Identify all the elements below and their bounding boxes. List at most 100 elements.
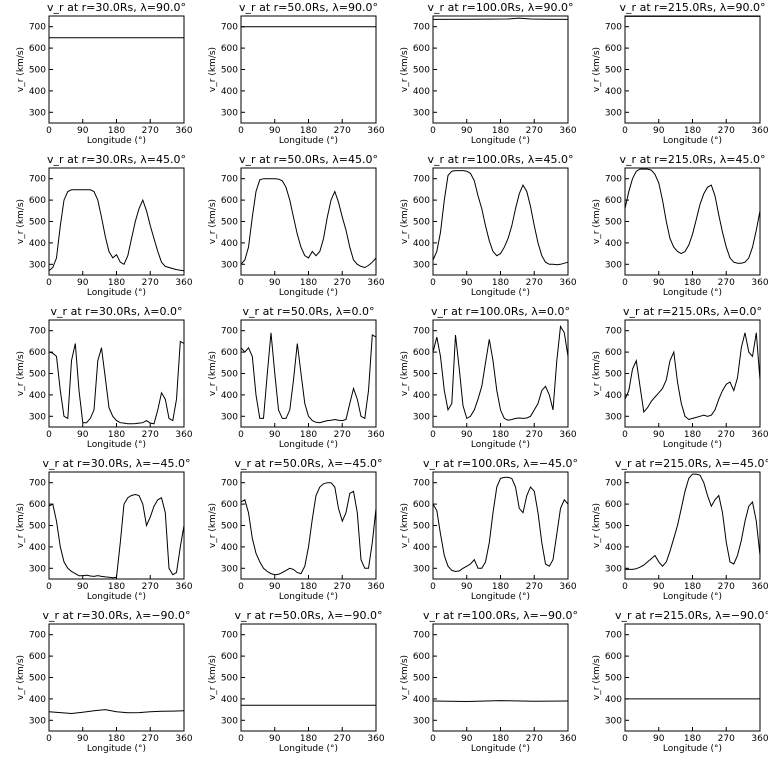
y-tick-label: 400 — [605, 543, 622, 553]
x-tick-label: 180 — [684, 278, 701, 288]
plot-frame — [624, 167, 761, 276]
x-tick-label: 360 — [175, 734, 192, 744]
x-tick-label: 90 — [653, 430, 665, 440]
x-tick-label: 360 — [559, 126, 576, 136]
x-tick-label: 90 — [461, 734, 473, 744]
y-tick-label: 500 — [413, 218, 430, 228]
y-tick-label: 700 — [221, 479, 238, 489]
y-tick-label: 500 — [605, 218, 622, 228]
y-tick-label: 300 — [413, 564, 430, 574]
y-tick-label: 400 — [413, 391, 430, 401]
velocity-curve — [48, 189, 185, 272]
y-tick-label: 700 — [29, 23, 46, 33]
y-tick-label: 500 — [221, 674, 238, 684]
x-axis-label: Longitude (°) — [471, 136, 530, 146]
plot-frame — [48, 471, 185, 580]
x-tick-label: 180 — [300, 582, 317, 592]
plot-frame — [48, 15, 185, 124]
y-tick-label: 500 — [29, 66, 46, 76]
x-axis-label: Longitude (°) — [279, 440, 338, 450]
panel-1: v_r at r=50.0Rs, λ=90.0° 0 90 180 270 360 300 4… — [208, 1, 385, 146]
x-tick-label: 270 — [526, 126, 543, 136]
y-axis-label: v_r (km/s) — [592, 503, 602, 548]
panel-6: v_r at r=100.0Rs, λ=45.0° 0 90 180 270 360 300… — [400, 153, 577, 298]
y-tick-label: 300 — [29, 716, 46, 726]
x-tick-label: 0 — [622, 430, 628, 440]
x-axis-label: Longitude (°) — [471, 288, 530, 298]
x-tick-label: 270 — [142, 582, 159, 592]
x-tick-label: 0 — [238, 430, 244, 440]
y-tick-label: 600 — [29, 652, 46, 662]
x-tick-label: 180 — [108, 126, 125, 136]
x-axis-label: Longitude (°) — [87, 744, 146, 754]
y-tick-label: 400 — [413, 87, 430, 97]
x-tick-label: 0 — [622, 278, 628, 288]
y-tick-label: 400 — [413, 543, 430, 553]
y-tick-label: 500 — [413, 674, 430, 684]
panel-title: v_r at r=100.0Rs, λ=−45.0° — [423, 457, 578, 470]
x-tick-label: 270 — [142, 430, 159, 440]
x-tick-label: 180 — [108, 582, 125, 592]
y-tick-label: 300 — [605, 564, 622, 574]
x-axis-label: Longitude (°) — [279, 744, 338, 754]
x-tick-label: 90 — [269, 734, 281, 744]
x-tick-label: 0 — [430, 582, 436, 592]
y-tick-label: 700 — [29, 631, 46, 641]
x-tick-label: 180 — [492, 734, 509, 744]
x-tick-label: 0 — [46, 126, 52, 136]
x-tick-label: 180 — [492, 430, 509, 440]
x-tick-label: 90 — [77, 734, 89, 744]
velocity-curve — [48, 493, 185, 579]
x-tick-label: 180 — [300, 278, 317, 288]
y-axis-label: v_r (km/s) — [16, 655, 26, 700]
y-axis-label: v_r (km/s) — [400, 351, 410, 396]
y-tick-label: 700 — [221, 175, 238, 185]
y-tick-label: 400 — [221, 87, 238, 97]
y-tick-label: 400 — [221, 239, 238, 249]
y-tick-label: 600 — [413, 196, 430, 206]
x-tick-label: 0 — [430, 430, 436, 440]
x-axis-label: Longitude (°) — [279, 592, 338, 602]
y-axis-label: v_r (km/s) — [208, 503, 218, 548]
panel-title: v_r at r=100.0Rs, λ=45.0° — [428, 153, 574, 166]
x-axis-label: Longitude (°) — [279, 288, 338, 298]
panel-title: v_r at r=50.0Rs, λ=−90.0° — [234, 609, 382, 622]
y-tick-label: 400 — [221, 391, 238, 401]
y-tick-label: 500 — [29, 522, 46, 532]
y-tick-label: 400 — [605, 695, 622, 705]
y-tick-label: 700 — [413, 327, 430, 337]
x-tick-label: 270 — [142, 278, 159, 288]
y-tick-label: 500 — [413, 66, 430, 76]
y-axis-label: v_r (km/s) — [592, 655, 602, 700]
panel-title: v_r at r=215.0Rs, λ=90.0° — [620, 1, 766, 14]
y-tick-label: 300 — [413, 412, 430, 422]
y-tick-label: 600 — [221, 652, 238, 662]
velocity-curve — [240, 178, 377, 269]
x-tick-label: 270 — [334, 430, 351, 440]
panel-19: v_r at r=215.0Rs, λ=−90.0° 0 90 180 270 360 30… — [592, 609, 768, 754]
x-tick-label: 270 — [526, 582, 543, 592]
x-tick-label: 180 — [492, 278, 509, 288]
panel-14: v_r at r=100.0Rs, λ=−45.0° 0 90 180 270 360 30… — [400, 457, 578, 602]
x-tick-label: 90 — [77, 430, 89, 440]
y-tick-label: 300 — [29, 412, 46, 422]
x-axis-label: Longitude (°) — [471, 592, 530, 602]
panel-3: v_r at r=215.0Rs, λ=90.0° 0 90 180 270 360 300… — [592, 1, 768, 146]
y-tick-label: 300 — [221, 564, 238, 574]
y-tick-label: 700 — [413, 479, 430, 489]
panel-title: v_r at r=30.0Rs, λ=−45.0° — [42, 457, 190, 470]
y-tick-label: 500 — [605, 674, 622, 684]
velocity-curve — [625, 473, 761, 570]
y-tick-label: 700 — [605, 479, 622, 489]
plot-frame — [432, 167, 569, 276]
y-tick-label: 700 — [221, 23, 238, 33]
x-tick-label: 270 — [142, 126, 159, 136]
y-tick-label: 400 — [29, 543, 46, 553]
x-tick-label: 90 — [269, 278, 281, 288]
y-tick-label: 300 — [221, 412, 238, 422]
panel-title: v_r at r=50.0Rs, λ=90.0° — [239, 1, 378, 14]
x-tick-label: 270 — [142, 734, 159, 744]
x-tick-label: 0 — [46, 734, 52, 744]
x-tick-label: 90 — [77, 278, 89, 288]
velocity-curve — [432, 476, 569, 573]
